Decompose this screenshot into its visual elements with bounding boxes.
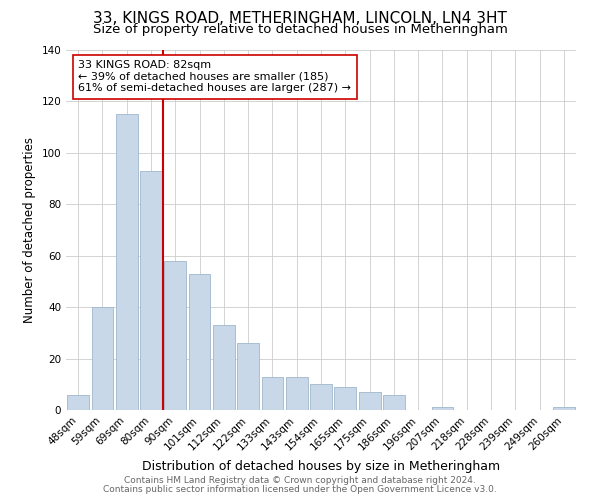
Bar bbox=[67, 394, 89, 410]
Bar bbox=[116, 114, 137, 410]
Text: Contains public sector information licensed under the Open Government Licence v3: Contains public sector information licen… bbox=[103, 484, 497, 494]
Bar bbox=[383, 394, 405, 410]
Bar bbox=[310, 384, 332, 410]
Bar bbox=[286, 376, 308, 410]
Bar bbox=[237, 343, 259, 410]
Text: Size of property relative to detached houses in Metheringham: Size of property relative to detached ho… bbox=[92, 22, 508, 36]
Bar bbox=[359, 392, 380, 410]
Bar bbox=[553, 408, 575, 410]
Bar bbox=[140, 171, 162, 410]
Bar bbox=[213, 325, 235, 410]
Bar bbox=[188, 274, 211, 410]
Bar bbox=[164, 261, 186, 410]
Y-axis label: Number of detached properties: Number of detached properties bbox=[23, 137, 36, 323]
Bar bbox=[431, 408, 454, 410]
X-axis label: Distribution of detached houses by size in Metheringham: Distribution of detached houses by size … bbox=[142, 460, 500, 473]
Bar bbox=[334, 387, 356, 410]
Bar bbox=[91, 307, 113, 410]
Text: Contains HM Land Registry data © Crown copyright and database right 2024.: Contains HM Land Registry data © Crown c… bbox=[124, 476, 476, 485]
Bar bbox=[262, 376, 283, 410]
Text: 33, KINGS ROAD, METHERINGHAM, LINCOLN, LN4 3HT: 33, KINGS ROAD, METHERINGHAM, LINCOLN, L… bbox=[93, 11, 507, 26]
Text: 33 KINGS ROAD: 82sqm
← 39% of detached houses are smaller (185)
61% of semi-deta: 33 KINGS ROAD: 82sqm ← 39% of detached h… bbox=[78, 60, 351, 94]
